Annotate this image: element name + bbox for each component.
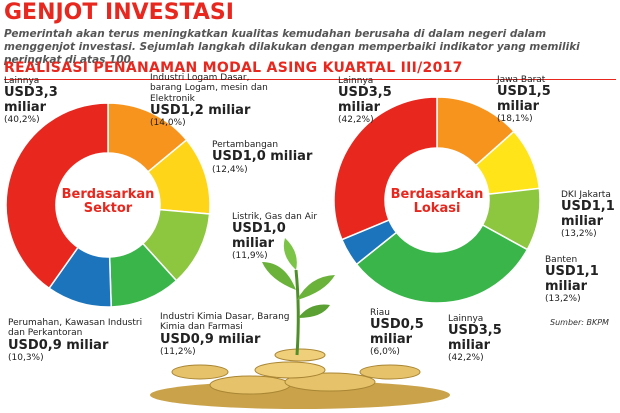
coins: [150, 348, 450, 409]
percent-label: (40,2%): [4, 114, 40, 125]
donut-segment: [333, 96, 438, 241]
segment-label: DKI Jakarta USD1,1 miliar (13,2%): [561, 190, 619, 239]
amount: USD3,5 miliar: [448, 323, 502, 353]
percent-label: (12,4%): [212, 164, 248, 175]
segment-label: Banten USD1,1 miliar (13,2%): [545, 255, 615, 304]
segment-label: Lainnya USD3,5 miliar (42,2%): [448, 314, 528, 363]
segment-label: Lainnya USD3,5 miliar (42,2%): [338, 76, 428, 125]
amount: USD0,9 miliar: [160, 331, 261, 347]
category-name: Riau: [370, 308, 390, 318]
percent-label: (13,2%): [545, 293, 581, 304]
percent-label: (10,3%): [8, 352, 44, 363]
segment-label: Lainnya USD3,3 miliar (40,2%): [4, 76, 104, 125]
plant: [262, 238, 335, 356]
percent-label: (42,2%): [448, 352, 484, 363]
amount: USD3,3 miliar: [4, 85, 58, 115]
category-name: Banten: [545, 255, 578, 265]
category-name: Perumahan, Kawasan Industri dan Perkanto…: [8, 318, 143, 339]
category-name: Industri Logam Dasar, barang Logam, mesi…: [150, 73, 268, 104]
category-name: Industri Kimia Dasar, Barang Kimia dan F…: [160, 312, 290, 333]
segment-label: Listrik, Gas dan Air USD1,0 miliar (11,9%): [232, 212, 322, 261]
donut-segment: [355, 223, 529, 304]
percent-label: (14,0%): [150, 118, 186, 129]
amount: USD0,5 miliar: [370, 317, 424, 347]
intro: Pemerintah akan terus meningkatkan kuali…: [4, 28, 580, 67]
amount: USD1,1 miliar: [561, 199, 615, 229]
segment-label: Perumahan, Kawasan Industri dan Perkanto…: [8, 318, 148, 363]
amount: USD0,9 miliar: [8, 337, 109, 353]
segment-label: Industri Logam Dasar, barang Logam, mesi…: [150, 73, 268, 129]
category-name: Lainnya: [448, 314, 484, 324]
amount: USD1,0 miliar: [232, 221, 286, 251]
amount: USD1,0 miliar: [212, 149, 313, 165]
percent-label: (11,2%): [160, 346, 196, 357]
percent-label: (13,2%): [561, 228, 597, 239]
center-label: Berdasarkan Lokasi: [390, 187, 484, 216]
category-name: Pertambangan: [212, 140, 279, 150]
amount: USD1,1 miliar: [545, 264, 599, 294]
percent-label: (42,2%): [338, 114, 374, 125]
segment-label: Riau USD0,5 miliar (6,0%): [370, 308, 430, 357]
rule: [4, 79, 616, 80]
category-name: DKI Jakarta: [561, 190, 611, 200]
category-name: Lainnya: [338, 76, 374, 86]
percent-label: (11,9%): [232, 250, 268, 261]
percent-label: (6,0%): [370, 346, 400, 357]
category-name: Lainnya: [4, 76, 40, 86]
title: GENJOT INVESTASI: [4, 0, 234, 25]
donut-segment: [5, 102, 109, 290]
segment-label: Jawa Barat USD1,5 miliar (18,1%): [497, 75, 577, 124]
segment-label: Industri Kimia Dasar, Barang Kimia dan F…: [160, 312, 290, 357]
category-name: Listrik, Gas dan Air: [232, 212, 318, 222]
segment-label: Pertambangan USD1,0 miliar (12,4%): [212, 140, 322, 175]
category-name: Jawa Barat: [497, 75, 546, 85]
amount: USD1,2 miliar: [150, 103, 251, 119]
percent-label: (18,1%): [497, 113, 533, 124]
amount: USD3,5 miliar: [338, 85, 392, 115]
subtitle: REALISASI PENANAMAN MODAL ASING KUARTAL …: [4, 60, 463, 76]
source: Sumber: BKPM: [550, 318, 609, 327]
amount: USD1,5 miliar: [497, 84, 551, 114]
center-label: Berdasarkan Sektor: [61, 187, 155, 216]
